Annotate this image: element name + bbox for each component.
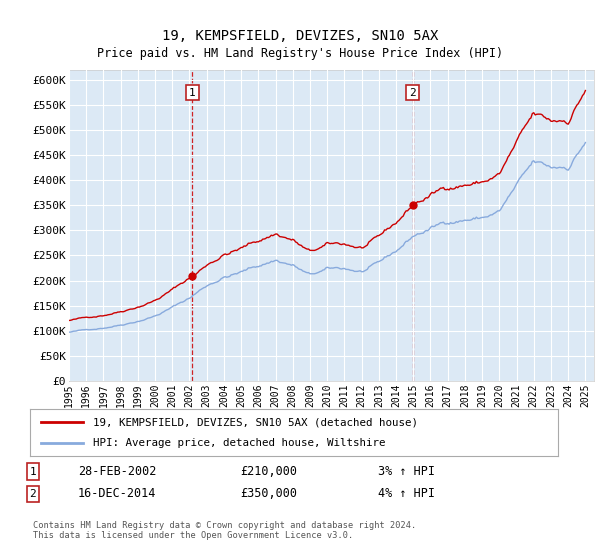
Text: 28-FEB-2002: 28-FEB-2002	[78, 465, 157, 478]
Text: 19, KEMPSFIELD, DEVIZES, SN10 5AX (detached house): 19, KEMPSFIELD, DEVIZES, SN10 5AX (detac…	[94, 417, 418, 427]
Text: £350,000: £350,000	[240, 487, 297, 501]
Text: 1: 1	[29, 466, 37, 477]
Text: 16-DEC-2014: 16-DEC-2014	[78, 487, 157, 501]
Text: 2: 2	[409, 87, 416, 97]
Text: 3% ↑ HPI: 3% ↑ HPI	[378, 465, 435, 478]
Text: Price paid vs. HM Land Registry's House Price Index (HPI): Price paid vs. HM Land Registry's House …	[97, 46, 503, 60]
Text: 19, KEMPSFIELD, DEVIZES, SN10 5AX: 19, KEMPSFIELD, DEVIZES, SN10 5AX	[162, 29, 438, 44]
Text: 1: 1	[189, 87, 196, 97]
Text: 2: 2	[29, 489, 37, 499]
Text: Contains HM Land Registry data © Crown copyright and database right 2024.
This d: Contains HM Land Registry data © Crown c…	[33, 521, 416, 540]
Text: £210,000: £210,000	[240, 465, 297, 478]
Text: HPI: Average price, detached house, Wiltshire: HPI: Average price, detached house, Wilt…	[94, 438, 386, 448]
Text: 4% ↑ HPI: 4% ↑ HPI	[378, 487, 435, 501]
